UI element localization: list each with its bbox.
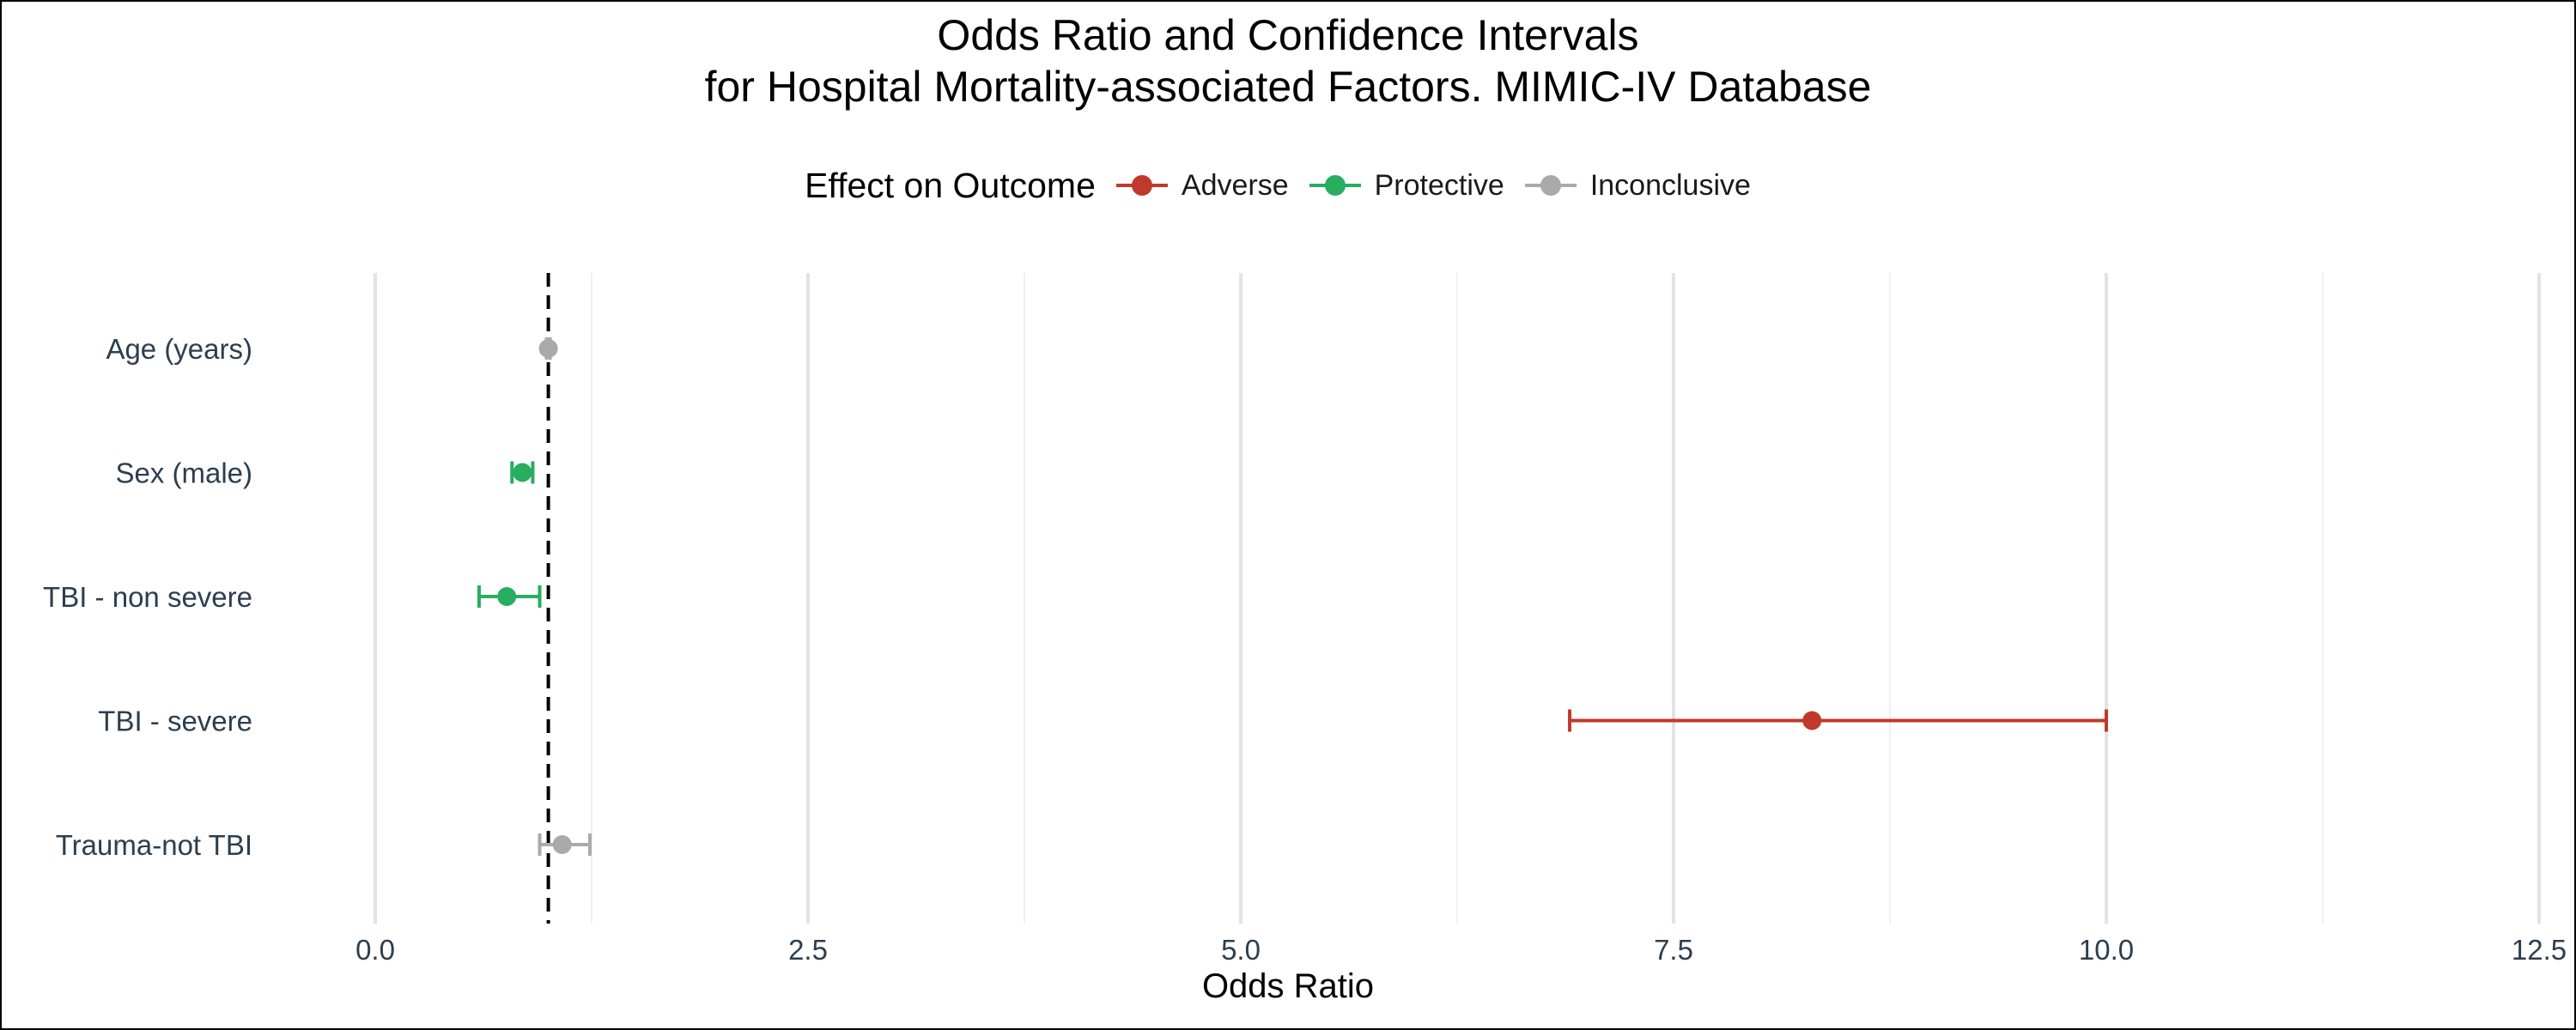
x-axis-label: Odds Ratio bbox=[1201, 967, 1375, 1005]
legend-title: Effect on Outcome bbox=[805, 165, 1096, 205]
y-tick-label: Trauma-not TBI bbox=[56, 829, 252, 861]
y-tick-label: TBI - severe bbox=[98, 706, 252, 737]
x-tick-label: 5.0 bbox=[1221, 934, 1261, 966]
legend-label-inconclusive: Inconclusive bbox=[1589, 168, 1751, 202]
y-tick-label: TBI - non severe bbox=[43, 581, 252, 613]
or-point bbox=[513, 463, 532, 482]
legend-key-dot bbox=[1131, 175, 1152, 196]
y-tick-label: Age (years) bbox=[106, 333, 252, 365]
or-point bbox=[1802, 711, 1822, 730]
x-tick-label: 0.0 bbox=[355, 934, 395, 966]
x-tick-label: 12.5 bbox=[2512, 934, 2567, 966]
or-point bbox=[538, 339, 558, 358]
legend: Effect on Outcome Adverse Protective Inc… bbox=[0, 160, 2576, 211]
x-tick-label: 7.5 bbox=[1654, 934, 1693, 966]
legend-key-inconclusive-icon bbox=[1524, 168, 1577, 203]
x-tick-label: 2.5 bbox=[788, 934, 828, 966]
legend-key-dot bbox=[1324, 175, 1346, 196]
legend-item-protective: Protective bbox=[1309, 168, 1504, 203]
or-point bbox=[497, 587, 517, 606]
legend-key-dot bbox=[1540, 175, 1561, 196]
legend-key-adverse-icon bbox=[1115, 168, 1168, 203]
legend-item-inconclusive: Inconclusive bbox=[1524, 168, 1751, 203]
legend-item-adverse: Adverse bbox=[1115, 168, 1289, 203]
legend-key-protective-icon bbox=[1309, 168, 1361, 203]
chart-title-line-1: Odds Ratio and Confidence Intervals bbox=[937, 11, 1639, 59]
x-tick-label: 10.0 bbox=[2079, 934, 2134, 966]
y-tick-label: Sex (male) bbox=[115, 457, 252, 489]
or-point bbox=[552, 835, 572, 854]
chart-title-line-2: for Hospital Mortality-associated Factor… bbox=[704, 63, 1872, 111]
legend-label-adverse: Adverse bbox=[1181, 168, 1289, 202]
legend-label-protective: Protective bbox=[1374, 168, 1504, 202]
